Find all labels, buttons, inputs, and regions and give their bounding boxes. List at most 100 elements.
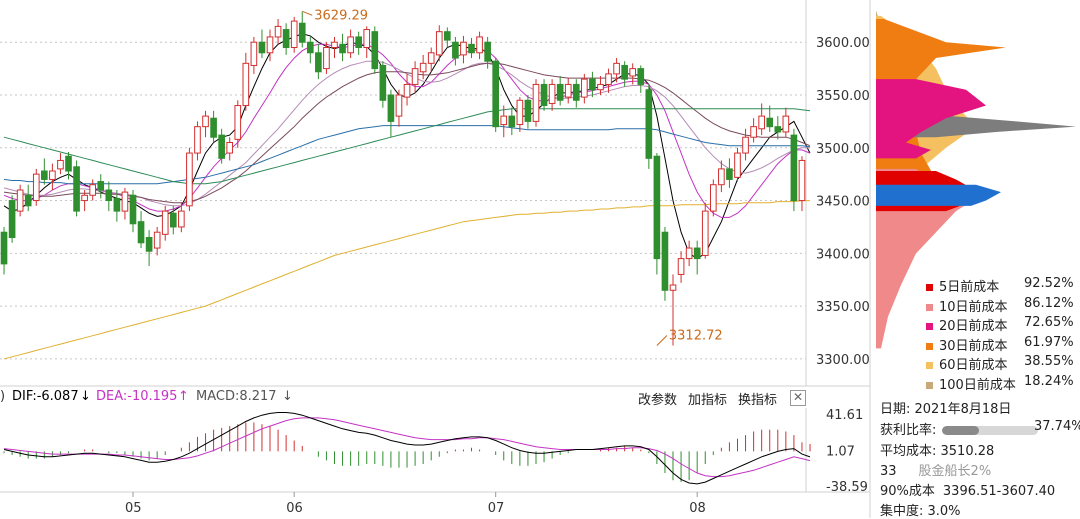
x-tick-label: 06 <box>286 501 303 516</box>
candle-body <box>500 115 508 126</box>
legend-swatch <box>926 284 933 291</box>
price-annotations: 3629.29 3312.72 <box>302 8 723 346</box>
candle-body <box>339 43 346 54</box>
legend-item: 5日前成本 92.52% <box>926 276 1074 295</box>
candle-body <box>677 258 685 275</box>
dif-value: DIF:-6.087 <box>12 389 79 404</box>
legend-label: 100日前成本 <box>939 377 1016 393</box>
candle-body <box>121 191 129 212</box>
y-tick-label: 3350.00 <box>816 300 870 315</box>
candle-body <box>16 189 24 212</box>
candle-body <box>564 83 572 98</box>
legend-percent: 72.65% <box>1024 315 1074 330</box>
candle-body <box>661 231 669 291</box>
candle-body <box>274 25 282 38</box>
candle-body <box>645 89 653 159</box>
close-icon[interactable]: ✕ <box>790 390 806 406</box>
arrow-up-icon: ↑ <box>178 389 189 404</box>
x-tick-label: 05 <box>125 501 142 516</box>
legend-item: 30日前成本 61.97% <box>926 335 1074 354</box>
legend-percent: 92.52% <box>1024 276 1074 291</box>
candle-body <box>782 115 790 133</box>
candle-body <box>492 60 500 128</box>
candle-body <box>484 41 491 62</box>
macd-value: MACD:8.217 <box>196 389 277 404</box>
candle-body <box>178 210 185 228</box>
candle-body <box>524 99 532 122</box>
cost-10d-area <box>876 168 976 349</box>
candle-body <box>266 36 274 54</box>
candle-body <box>65 155 72 172</box>
cost-distribution-chart <box>876 10 1076 349</box>
candle-body <box>726 168 733 180</box>
candle-body <box>581 78 588 98</box>
switch-indicator-button[interactable]: 换指标 <box>738 393 778 408</box>
candle-body <box>24 194 32 207</box>
candle-body <box>315 52 322 73</box>
info-70-cost: 33 股金船长2% <box>880 460 991 479</box>
legend-label: 5日前成本 <box>939 280 1000 295</box>
legend-swatch <box>926 323 933 330</box>
candle-body <box>73 166 80 212</box>
candle-body <box>153 231 161 249</box>
legend-item: 20日前成本 72.65% <box>926 315 1074 334</box>
candle-body <box>476 36 483 54</box>
legend-item: 10日前成本 86.12% <box>926 296 1074 315</box>
candle-body <box>718 168 725 186</box>
edit-params-button[interactable]: 改参数 <box>638 393 678 408</box>
candle-body <box>774 126 782 133</box>
candle-body <box>202 115 209 128</box>
candle-body <box>161 210 169 235</box>
candle-body <box>427 52 435 64</box>
macd-chart <box>3 412 811 485</box>
y-tick-label: 3600.00 <box>816 36 870 51</box>
candle-body <box>57 159 64 170</box>
info-90-label: 90%成本 <box>880 484 935 499</box>
cost-5d-blue <box>876 184 1001 206</box>
legend-swatch <box>926 362 933 369</box>
macd-axis: 41.61 1.07 -38.59 <box>826 408 868 495</box>
candle-body <box>290 20 298 48</box>
candle-body <box>363 29 371 48</box>
price-axis: 3600.00 3550.00 3500.00 3450.00 3400.00 3350.… <box>816 36 870 368</box>
candle-body <box>589 78 596 91</box>
candle-body <box>234 105 242 140</box>
candle-body <box>298 22 306 43</box>
candle-body <box>210 117 217 138</box>
candle-body <box>32 173 40 202</box>
candle-body <box>750 126 757 138</box>
candle-body <box>693 247 701 260</box>
legend-label: 10日前成本 <box>939 299 1008 315</box>
candle-body <box>629 68 637 77</box>
legend-percent: 38.55% <box>1024 354 1074 369</box>
candle-body <box>742 136 749 154</box>
candle-body <box>347 36 354 54</box>
candle-body <box>709 184 717 212</box>
candle-body <box>508 115 516 128</box>
macd-paren: ) <box>0 389 6 404</box>
ma-line <box>3 62 811 204</box>
add-indicator-button[interactable]: 加指标 <box>688 393 728 408</box>
candle-body <box>387 94 395 122</box>
y-tick-label: 3550.00 <box>816 89 870 104</box>
candle-body <box>355 36 362 48</box>
candle-body <box>766 117 774 128</box>
legend-item: 60日前成本 38.55% <box>926 354 1074 373</box>
candle-body <box>395 94 403 117</box>
info-90-value: 3396.51-3607.40 <box>942 484 1056 499</box>
profit-pct: 37.74% <box>1034 419 1080 434</box>
candle-body <box>306 41 314 54</box>
info-date: 日期: 2021年8月18日 <box>880 402 1012 417</box>
candlestick-series <box>0 11 806 346</box>
candle-body <box>331 41 338 48</box>
candle-body <box>572 83 580 101</box>
candle-body <box>97 181 105 191</box>
cost-20d-area <box>876 79 986 159</box>
candle-body <box>444 31 451 41</box>
macd-header: ) DIF:-6.087 ↓ DEA:-10.195 ↑ MACD:8.217 … <box>0 386 810 408</box>
candle-body <box>218 134 225 159</box>
candle-body <box>242 62 250 107</box>
profit-ratio-fill <box>942 426 979 435</box>
candle-body <box>701 210 709 256</box>
